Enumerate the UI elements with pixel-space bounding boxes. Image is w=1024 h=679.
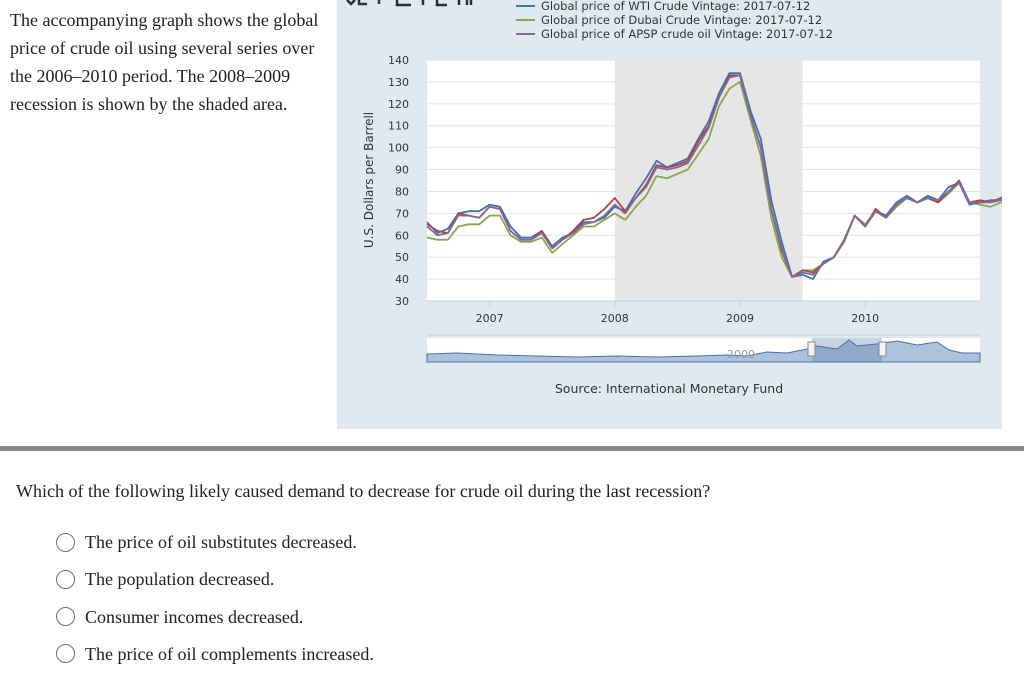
intro-text: The accompanying graph shows the global …	[10, 10, 319, 114]
y-tick-label: 70	[395, 207, 409, 220]
y-tick-label: 50	[395, 251, 409, 264]
y-tick-label: 80	[395, 185, 409, 198]
question-text: Which of the following likely caused dem…	[16, 481, 711, 501]
y-tick-label: 100	[388, 142, 409, 155]
radio-button[interactable]	[56, 607, 75, 627]
y-tick-label: 110	[388, 120, 409, 133]
radio-button[interactable]	[56, 569, 75, 589]
legend-entry-apsp: Global price of APSP crude oil Vintage: …	[541, 27, 833, 41]
legend-entry-wti: Global price of WTI Crude Vintage: 2017-…	[541, 0, 810, 13]
answer-option-label: The price of oil complements increased.	[85, 643, 374, 664]
answer-option-label: The price of oil substitutes decreased.	[85, 532, 357, 552]
y-tick-label: 90	[395, 164, 409, 177]
y-tick-label: 30	[395, 295, 409, 308]
fred-logo	[346, 0, 473, 7]
navigator-series-area	[426, 339, 981, 363]
y-axis-ticks: 30 40 50 60 70 80 90 100 110 120 130 140	[388, 54, 409, 308]
y-tick-label: 130	[388, 76, 409, 89]
answer-option-label: The population decreased.	[85, 569, 275, 590]
radio-button[interactable]	[56, 644, 75, 664]
legend-entry-dubai: Global price of Dubai Crude Vintage: 201…	[541, 13, 822, 27]
y-tick-label: 40	[395, 273, 409, 286]
navigator-year-label: 2000	[727, 348, 755, 361]
navigator-selected-range[interactable]	[812, 338, 882, 362]
section-divider	[0, 446, 1024, 451]
series-lines	[426, 72, 1002, 281]
range-navigator[interactable]: 2000	[426, 334, 981, 363]
x-tick-label: 2009	[726, 312, 754, 325]
x-tick-label: 2010	[851, 312, 879, 325]
chart-legend[interactable]: Global price of WTI Crude Vintage: 2017-…	[516, 0, 833, 41]
x-tick-label: 2007	[476, 312, 504, 325]
y-axis-label: U.S. Dollars per Barrell	[362, 112, 376, 248]
crude-oil-price-chart: Global price of WTI Crude Vintage: 2017-…	[346, 0, 1002, 396]
recession-shade	[614, 60, 803, 301]
x-tick-label: 2008	[601, 312, 629, 325]
x-axis-ticks: 2007 2008 2009 2010	[427, 300, 980, 325]
navigator-left-handle[interactable]	[807, 341, 816, 357]
navigator-right-handle[interactable]	[878, 341, 887, 357]
y-tick-label: 120	[388, 98, 409, 111]
y-tick-label: 140	[388, 54, 409, 67]
series-line-global-price-of-apsp-crude-oil[interactable]	[426, 74, 1002, 278]
answer-option-3[interactable]: Consumer incomes decreased.	[56, 605, 374, 629]
answer-option-4[interactable]: The price of oil complements increased.	[56, 642, 374, 666]
chart-source-note: Source: International Monetary Fund	[555, 381, 783, 396]
chart-panel: Global price of WTI Crude Vintage: 2017-…	[337, 0, 1002, 429]
radio-button[interactable]	[56, 532, 75, 552]
answer-option-2[interactable]: The population decreased.	[56, 567, 374, 591]
answer-option-label: Consumer incomes decreased.	[85, 606, 304, 627]
answer-option-1[interactable]: The price of oil substitutes decreased.	[56, 530, 374, 554]
y-tick-label: 60	[395, 229, 409, 242]
answer-options: The price of oil substitutes decreased. …	[56, 530, 374, 679]
